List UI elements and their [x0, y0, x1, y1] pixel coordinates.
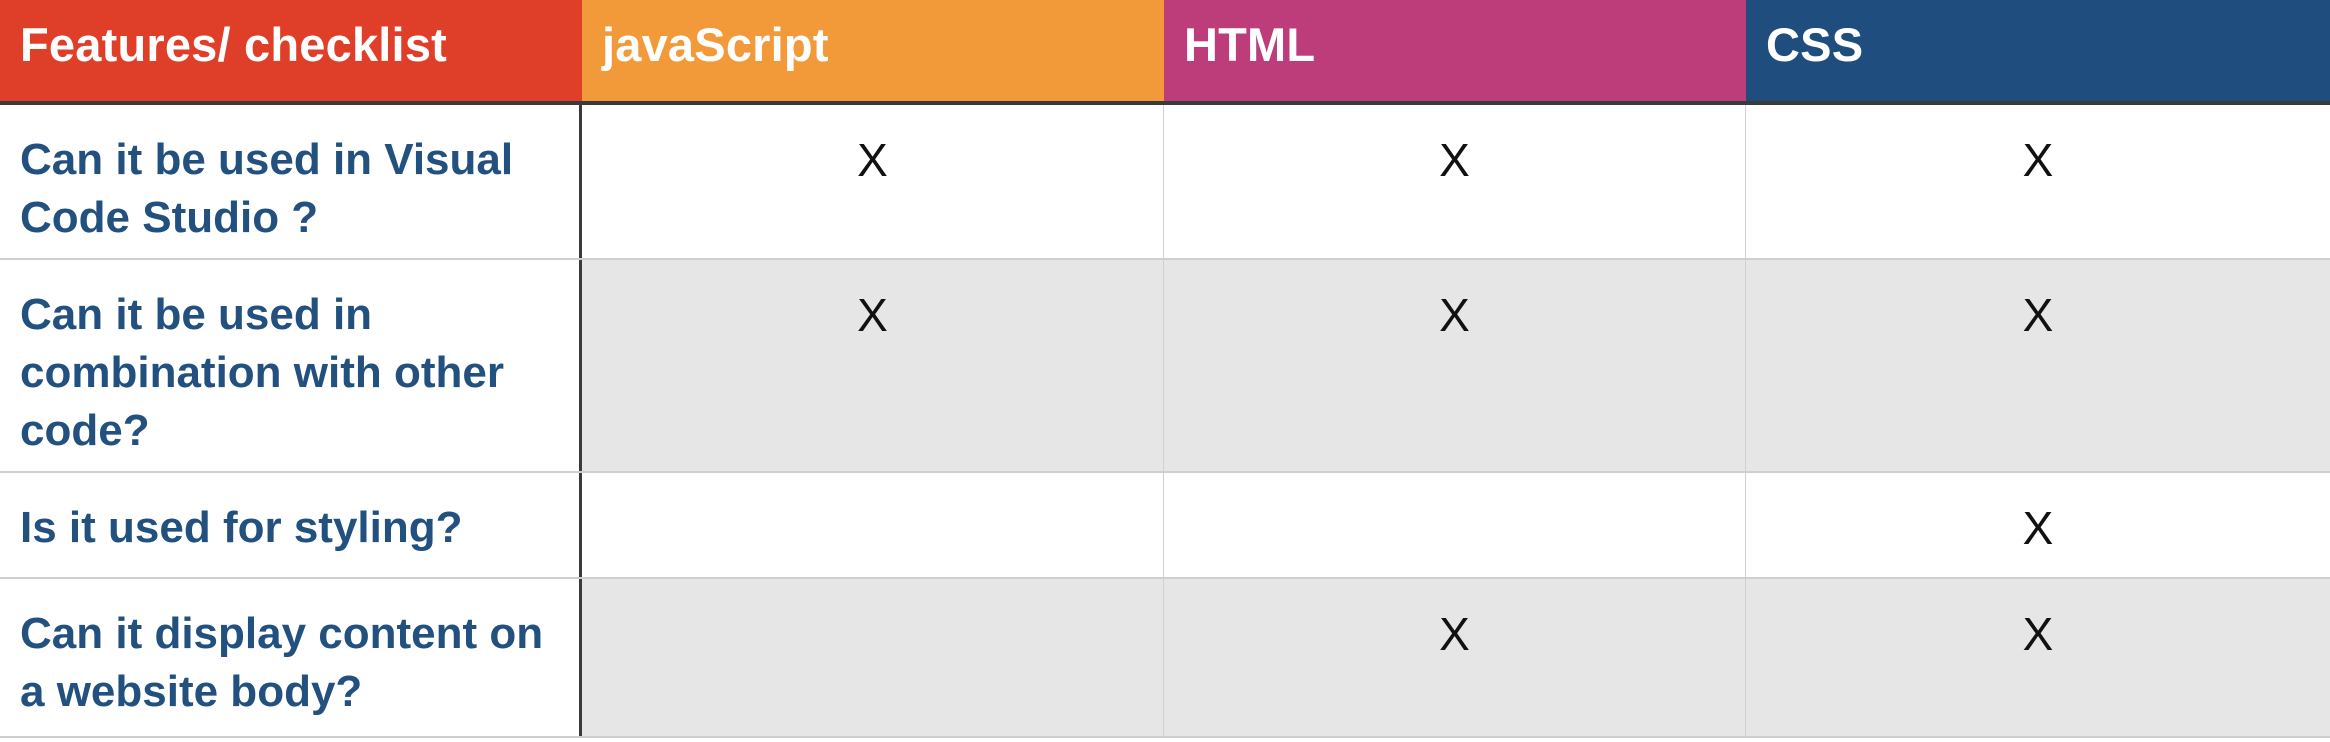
html-check: X — [1164, 260, 1746, 471]
feature-label: Can it display content on a website body… — [0, 579, 582, 736]
html-check: X — [1164, 579, 1746, 736]
table-row: Can it be used in Visual Code Studio ? X… — [0, 105, 2330, 260]
css-check: X — [1746, 260, 2330, 471]
header-features-checklist: Features/ checklist — [0, 0, 582, 101]
html-check: X — [1164, 105, 1746, 258]
header-html: HTML — [1164, 0, 1746, 101]
feature-label: Can it be used in Visual Code Studio ? — [0, 105, 582, 258]
table-row: Can it be used in combination with other… — [0, 260, 2330, 473]
css-check: X — [1746, 579, 2330, 736]
header-javascript: javaScript — [582, 0, 1164, 101]
css-check: X — [1746, 473, 2330, 577]
css-check: X — [1746, 105, 2330, 258]
javascript-check — [582, 473, 1164, 577]
table-row: Is it used for styling? X — [0, 473, 2330, 579]
table-header-row: Features/ checklist javaScript HTML CSS — [0, 0, 2330, 105]
html-check — [1164, 473, 1746, 577]
javascript-check: X — [582, 105, 1164, 258]
feature-label: Is it used for styling? — [0, 473, 582, 577]
javascript-check: X — [582, 260, 1164, 471]
javascript-check — [582, 579, 1164, 736]
feature-label: Can it be used in combination with other… — [0, 260, 582, 471]
header-css: CSS — [1746, 0, 2330, 101]
table-row: Can it display content on a website body… — [0, 579, 2330, 738]
